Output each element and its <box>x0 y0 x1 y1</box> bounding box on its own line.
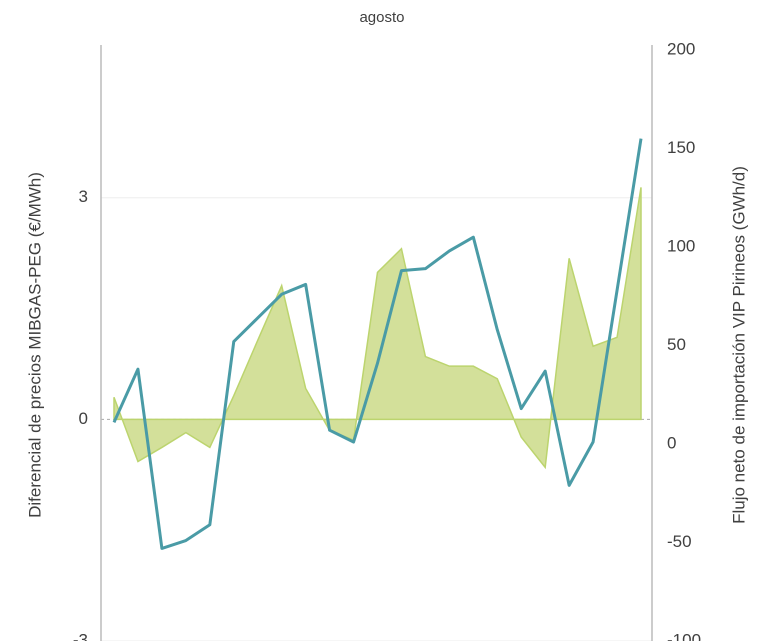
y2-tick-label: 150 <box>667 138 695 157</box>
y2-tick-label: -50 <box>667 532 692 551</box>
y2-tick-label: 200 <box>667 39 695 58</box>
y2-tick-label: 0 <box>667 433 676 452</box>
y-tick-label: 3 <box>79 187 88 206</box>
area <box>113 187 642 470</box>
y2-tick-label: -100 <box>667 630 701 641</box>
y-tick-label: 0 <box>79 409 88 428</box>
y2-axis-label: Flujo neto de importación VIP Pirineos (… <box>729 166 748 524</box>
y2-tick-label: 50 <box>667 335 686 354</box>
chart-title: agosto <box>359 9 404 26</box>
y2-tick-label: 100 <box>667 236 695 255</box>
y-axis-label: Diferencial de precios MIBGAS-PEG (€/MWh… <box>25 172 44 518</box>
line <box>112 138 643 550</box>
y-tick-label: -3 <box>73 630 88 641</box>
